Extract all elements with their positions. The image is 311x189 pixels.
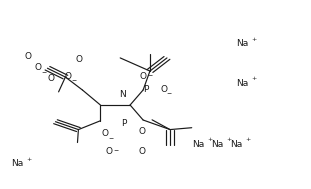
Text: +: + xyxy=(207,137,212,142)
Text: Na: Na xyxy=(236,79,248,88)
Text: −: − xyxy=(108,135,114,140)
Text: −: − xyxy=(166,91,172,96)
Text: +: + xyxy=(251,37,256,42)
Text: O: O xyxy=(75,55,82,64)
Text: O: O xyxy=(48,74,55,83)
Text: O: O xyxy=(139,72,146,81)
Text: −: − xyxy=(147,72,152,77)
Text: O: O xyxy=(35,63,42,72)
Text: Na: Na xyxy=(12,159,24,168)
Text: O: O xyxy=(138,127,146,136)
Text: −: − xyxy=(114,147,118,152)
Text: O: O xyxy=(139,147,146,156)
Text: −: − xyxy=(42,69,47,74)
Text: N: N xyxy=(119,90,126,99)
Text: O: O xyxy=(160,85,167,94)
Text: O: O xyxy=(64,72,71,81)
Text: O: O xyxy=(101,129,108,138)
Text: −: − xyxy=(71,78,77,83)
Text: P: P xyxy=(121,119,126,128)
Text: Na: Na xyxy=(236,39,248,48)
Text: +: + xyxy=(26,157,32,162)
Text: +: + xyxy=(251,76,256,81)
Text: O: O xyxy=(25,53,32,61)
Text: Na: Na xyxy=(211,140,224,149)
Text: +: + xyxy=(245,137,251,142)
Text: P: P xyxy=(143,85,148,94)
Text: +: + xyxy=(226,137,231,142)
Text: Na: Na xyxy=(230,140,243,149)
Text: O: O xyxy=(105,147,113,156)
Text: Na: Na xyxy=(192,140,204,149)
